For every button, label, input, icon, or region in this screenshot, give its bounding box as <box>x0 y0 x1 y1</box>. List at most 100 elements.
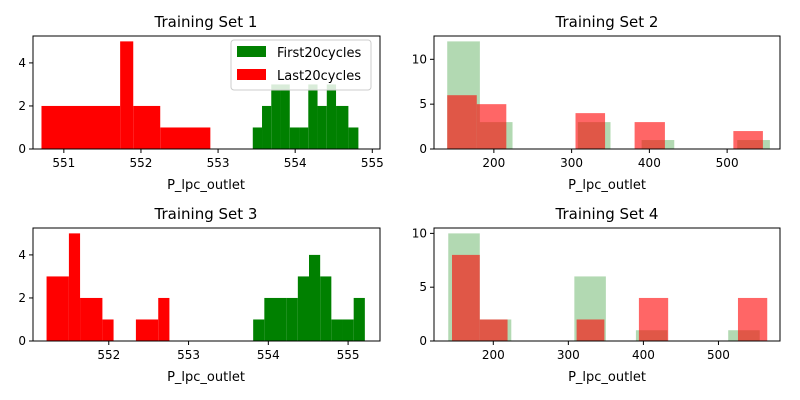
panel-training-set-2: Training Set 2 200 300 400 500 0 5 10 P_lpc_o… <box>412 13 781 193</box>
histogram-bar-green <box>297 276 310 341</box>
x-tick-label: 555 <box>337 348 360 362</box>
y-tick-label: 10 <box>412 52 427 66</box>
panel-training-set-1: Training Set 1 551 552 553 554 555 0 2 4 P_lpc… <box>18 13 383 193</box>
x-axis-label: P_lpc_outlet <box>568 178 646 193</box>
histogram-bar-red <box>634 122 665 149</box>
panel-title: Training Set 1 <box>154 13 258 31</box>
histogram-bar-last20cycles <box>133 105 161 149</box>
panel-training-set-4: Training Set 4 200 300 400 500 0 5 10 P_lpc_o… <box>412 205 781 385</box>
histogram-bar-green <box>264 297 276 341</box>
x-tick-label: 555 <box>361 156 384 170</box>
histogram-bar-first20cycles <box>289 127 300 149</box>
legend: First20cycles Last20cycles <box>230 39 372 91</box>
axes-frame <box>32 35 381 150</box>
histogram-bar-first20cycles <box>308 84 318 149</box>
histogram-bar-red <box>737 297 768 341</box>
y-tick-label: 4 <box>18 56 26 70</box>
bars <box>447 41 770 149</box>
x-tick-label: 500 <box>716 156 739 170</box>
x-tick-label: 200 <box>482 348 505 362</box>
x-axis-label: P_lpc_outlet <box>167 370 245 385</box>
histogram-bar-red <box>46 276 69 341</box>
x-tick-label: 553 <box>207 156 230 170</box>
legend-swatch-first20cycles <box>237 46 266 57</box>
panel-title: Training Set 4 <box>555 205 659 223</box>
y-tick-label: 5 <box>419 280 427 294</box>
histogram-bar-red <box>102 319 114 341</box>
histogram-bar-red <box>135 319 159 341</box>
histogram-bar-green <box>320 276 332 341</box>
legend-label-last20cycles: Last20cycles <box>277 69 361 84</box>
x-tick-label: 551 <box>52 156 75 170</box>
x-ticks: 200 300 400 500 <box>482 149 739 170</box>
x-tick-label: 554 <box>257 348 280 362</box>
histogram-bar-red <box>576 319 605 341</box>
histogram-bar-first20cycles <box>317 105 327 149</box>
histogram-bar-first20cycles <box>262 105 272 149</box>
bars <box>41 41 359 149</box>
y-tick-label: 2 <box>18 291 26 305</box>
x-ticks: 551 552 553 554 555 <box>52 149 384 170</box>
y-ticks: 0 2 4 <box>18 56 33 156</box>
histogram-bar-first20cycles <box>348 127 359 149</box>
y-ticks: 0 5 10 <box>412 226 434 348</box>
y-tick-label: 2 <box>18 99 26 113</box>
x-axis-label: P_lpc_outlet <box>568 370 646 385</box>
x-tick-label: 554 <box>284 156 307 170</box>
panel-training-set-3: Training Set 3 552 553 554 555 0 2 4 P_lpc_ou… <box>18 205 381 385</box>
x-tick-label: 552 <box>130 156 153 170</box>
histogram-bar-red <box>158 297 170 341</box>
histogram-bar-red <box>479 319 508 341</box>
x-tick-label: 200 <box>482 156 505 170</box>
axes-frame <box>32 227 381 342</box>
histogram-bar-green <box>275 297 287 341</box>
histogram-bar-red <box>452 254 480 341</box>
histogram-bar-first20cycles <box>336 105 349 149</box>
x-tick-label: 552 <box>97 348 120 362</box>
x-ticks: 200 300 400 500 <box>482 341 730 362</box>
histogram-bar-first20cycles <box>326 84 337 149</box>
x-tick-label: 300 <box>560 156 583 170</box>
histogram-bar-red <box>575 113 606 149</box>
x-tick-label: 400 <box>638 156 661 170</box>
x-ticks: 552 553 554 555 <box>97 341 360 362</box>
histogram-bar-red <box>447 95 477 149</box>
y-tick-label: 4 <box>18 248 26 262</box>
y-tick-label: 0 <box>419 334 427 348</box>
y-tick-label: 10 <box>412 226 427 240</box>
panel-title: Training Set 3 <box>154 205 258 223</box>
x-tick-label: 553 <box>177 348 200 362</box>
bars <box>448 233 768 341</box>
histogram-bar-green <box>331 319 343 341</box>
histogram-bar-last20cycles <box>41 105 121 149</box>
histogram-bar-red <box>638 297 669 341</box>
x-tick-label: 500 <box>707 348 730 362</box>
histogram-bar-green <box>353 297 365 341</box>
y-tick-label: 5 <box>419 97 427 111</box>
axes-frame <box>433 227 781 342</box>
histogram-bar-red <box>68 233 81 341</box>
y-tick-label: 0 <box>18 334 26 348</box>
histogram-bar-first20cycles <box>252 127 263 149</box>
histogram-bar-last20cycles <box>160 127 211 149</box>
y-tick-label: 0 <box>18 142 26 156</box>
x-axis-label: P_lpc_outlet <box>167 178 245 193</box>
legend-swatch-last20cycles <box>237 69 266 80</box>
histogram-bar-green <box>286 297 298 341</box>
y-ticks: 0 2 4 <box>18 248 33 348</box>
histogram-bar-red <box>476 104 507 149</box>
histogram-bar-green <box>253 319 265 341</box>
legend-label-first20cycles: First20cycles <box>277 46 361 61</box>
histogram-bar-red <box>733 131 763 149</box>
histogram-bar-first20cycles <box>280 84 290 149</box>
x-tick-label: 300 <box>557 348 580 362</box>
histogram-bar-last20cycles <box>120 41 134 149</box>
panel-title: Training Set 2 <box>555 13 659 31</box>
histogram-bar-first20cycles <box>299 127 309 149</box>
bars <box>46 233 365 341</box>
histogram-bar-first20cycles <box>271 84 281 149</box>
y-ticks: 0 5 10 <box>412 52 434 156</box>
histogram-bar-green <box>342 319 354 341</box>
